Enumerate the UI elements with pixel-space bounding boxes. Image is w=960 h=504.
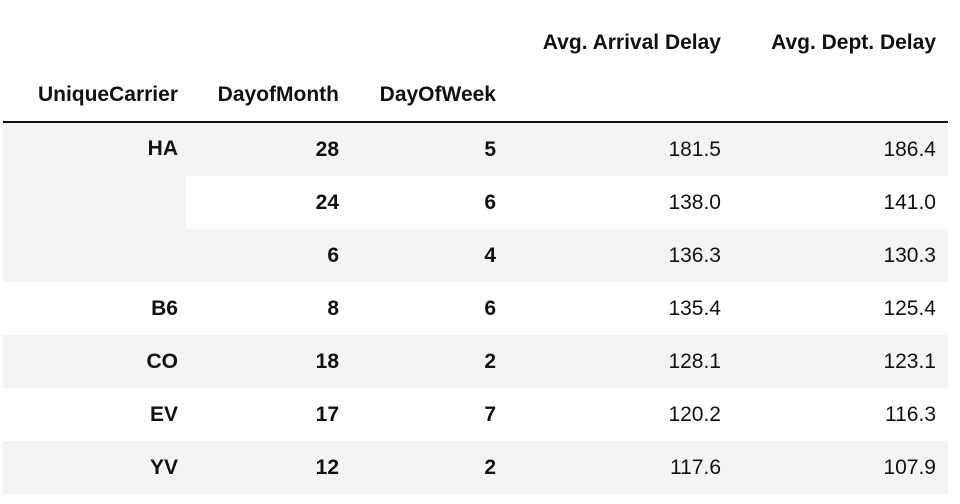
arrival-delay-cell: 120.2 (508, 388, 733, 441)
pivot-table: Avg. Arrival Delay Avg. Dept. Delay Uniq… (3, 17, 948, 494)
table-body: HA 28 5 181.5 186.4 24 6 138.0 141.0 6 4… (3, 122, 948, 494)
dept-delay-cell: 130.3 (733, 229, 948, 282)
blank-header-cell (3, 17, 186, 69)
day-of-month-cell: 17 (186, 388, 351, 441)
carrier-cell: HA (3, 122, 186, 282)
index-header-row: UniqueCarrier DayofMonth DayOfWeek (3, 69, 948, 123)
day-of-week-cell: 7 (351, 388, 508, 441)
carrier-cell: YV (3, 441, 186, 494)
dept-delay-cell: 141.0 (733, 176, 948, 229)
table-row: 24 6 138.0 141.0 (3, 176, 948, 229)
index-header-day-of-week: DayOfWeek (351, 69, 508, 123)
blank-header-cell (508, 69, 733, 123)
blank-header-cell (186, 17, 351, 69)
day-of-week-cell: 6 (351, 176, 508, 229)
table-header: Avg. Arrival Delay Avg. Dept. Delay Uniq… (3, 17, 948, 123)
arrival-delay-cell: 136.3 (508, 229, 733, 282)
arrival-delay-cell: 128.1 (508, 335, 733, 388)
dept-delay-cell: 116.3 (733, 388, 948, 441)
arrival-delay-cell: 117.6 (508, 441, 733, 494)
day-of-month-cell: 8 (186, 282, 351, 335)
day-of-month-cell: 24 (186, 176, 351, 229)
arrival-delay-cell: 138.0 (508, 176, 733, 229)
table-row: YV 12 2 117.6 107.9 (3, 441, 948, 494)
column-header-arrival-delay: Avg. Arrival Delay (542, 31, 721, 54)
arrival-delay-cell: 135.4 (508, 282, 733, 335)
carrier-cell: CO (3, 335, 186, 388)
day-of-month-cell: 18 (186, 335, 351, 388)
index-header-day-of-month: DayofMonth (186, 69, 351, 123)
day-of-week-cell: 4 (351, 229, 508, 282)
dept-delay-cell: 107.9 (733, 441, 948, 494)
day-of-week-cell: 2 (351, 335, 508, 388)
column-header-dept-delay: Avg. Dept. Delay (771, 31, 936, 54)
dept-delay-cell: 125.4 (733, 282, 948, 335)
table-row: 6 4 136.3 130.3 (3, 229, 948, 282)
table-row: B6 8 6 135.4 125.4 (3, 282, 948, 335)
day-of-month-cell: 28 (186, 122, 351, 176)
day-of-week-cell: 5 (351, 122, 508, 176)
carrier-cell: EV (3, 388, 186, 441)
carrier-cell: B6 (3, 282, 186, 335)
index-header-unique-carrier: UniqueCarrier (3, 69, 186, 123)
value-header-row: Avg. Arrival Delay Avg. Dept. Delay (3, 17, 948, 69)
day-of-month-cell: 12 (186, 441, 351, 494)
day-of-week-cell: 2 (351, 441, 508, 494)
arrival-delay-cell: 181.5 (508, 122, 733, 176)
dept-delay-cell: 186.4 (733, 122, 948, 176)
table-row: HA 28 5 181.5 186.4 (3, 122, 948, 282)
dept-delay-cell: 123.1 (733, 335, 948, 388)
table-row: CO 18 2 128.1 123.1 (3, 335, 948, 388)
day-of-week-cell: 6 (351, 282, 508, 335)
blank-header-cell (733, 69, 948, 123)
blank-header-cell (351, 17, 508, 69)
table-row: EV 17 7 120.2 116.3 (3, 388, 948, 441)
day-of-month-cell: 6 (186, 229, 351, 282)
